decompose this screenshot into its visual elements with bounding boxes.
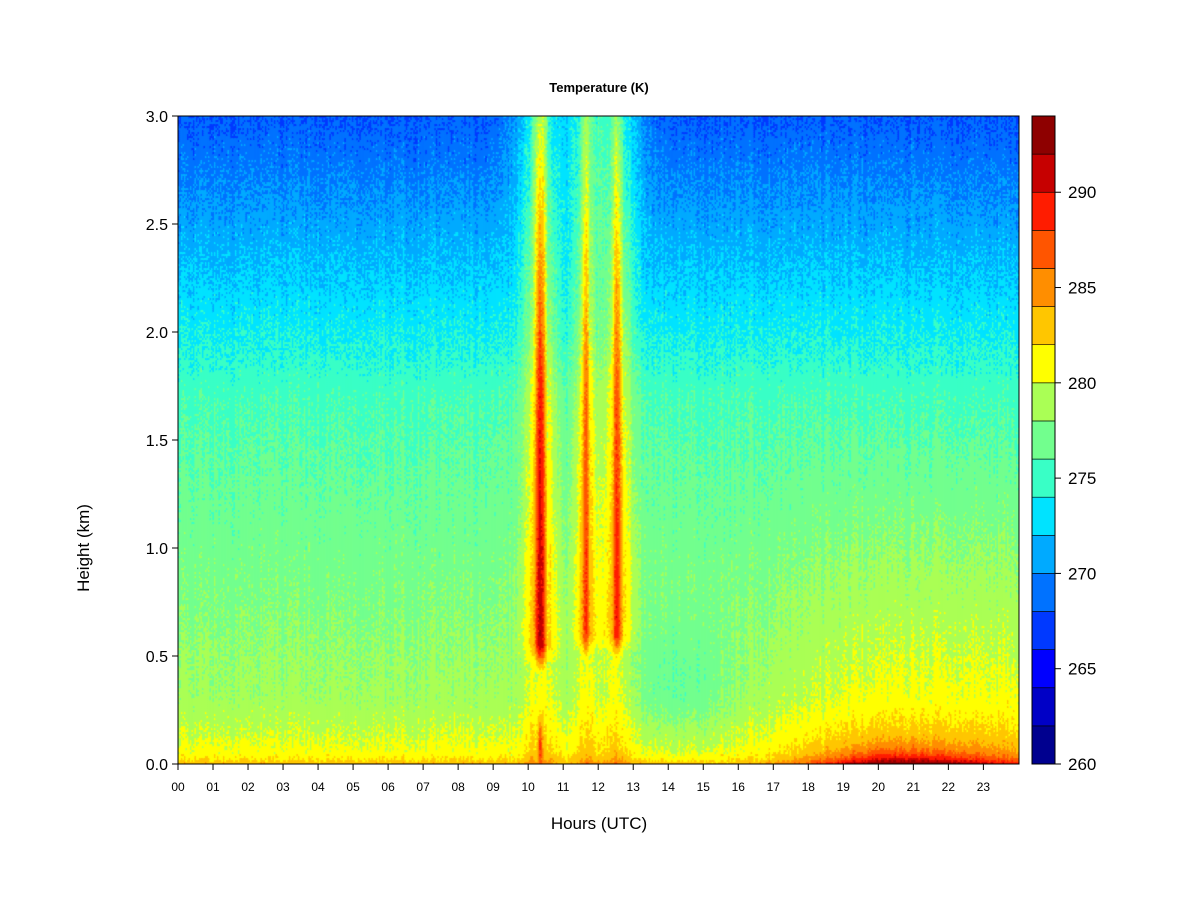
x-tick-label: 19: [837, 780, 851, 794]
colorbar-level: [1031, 268, 1056, 307]
colorbar-tick-label: 275: [1068, 469, 1096, 488]
x-tick-label: 09: [486, 780, 500, 794]
x-axis: 00 01 02 03 04 05 06 07 08 09 10 11 12 13 14 15 16 17 18 19…: [171, 764, 990, 794]
y-tick-label: 0.0: [146, 757, 168, 774]
colorbar-level: [1031, 534, 1056, 574]
colorbar-level: [1031, 382, 1056, 422]
x-tick-label: 20: [872, 780, 886, 794]
y-tick-label: 0.5: [146, 649, 168, 666]
colorbar-level: [1031, 611, 1056, 650]
x-tick-label: 21: [907, 780, 921, 794]
colorbar-level: [1031, 458, 1056, 498]
y-tick-label: 1.0: [146, 541, 168, 558]
colorbar-level: [1031, 725, 1056, 765]
x-tick-label: 18: [802, 780, 816, 794]
x-tick-label: 11: [557, 780, 570, 794]
x-tick-label: 15: [697, 780, 711, 794]
colorbar-tick-label: 280: [1068, 374, 1096, 393]
x-axis-label: Hours (UTC): [551, 814, 647, 833]
x-tick-label: 00: [171, 780, 185, 794]
y-tick-label: 2.5: [146, 217, 168, 234]
x-tick-label: 07: [416, 780, 430, 794]
colorbar-level: [1031, 115, 1056, 155]
colorbar-tick-label: 265: [1068, 660, 1096, 679]
x-tick-label: 16: [732, 780, 746, 794]
y-tick-label: 1.5: [146, 433, 168, 450]
colorbar-level: [1031, 496, 1056, 536]
y-axis: 0.0 0.5 1.0 1.5 2.0 2.5 3.0: [146, 109, 178, 774]
plot-area: [178, 116, 1019, 764]
y-tick-label: 2.0: [146, 325, 168, 342]
colorbar-tick-label: 270: [1068, 564, 1096, 583]
heatmap-field: [178, 116, 1019, 764]
x-tick-label: 17: [767, 780, 781, 794]
colorbar-frame: [1031, 115, 1056, 765]
colorbar-level: [1031, 191, 1056, 231]
colorbar-level: [1031, 344, 1056, 384]
x-tick-label: 23: [977, 780, 991, 794]
x-tick-label: 08: [451, 780, 465, 794]
x-tick-label: 14: [662, 780, 676, 794]
x-tick-label: 13: [627, 780, 641, 794]
colorbar-tick-label: 260: [1068, 755, 1096, 774]
colorbar-level: [1031, 420, 1056, 460]
x-tick-label: 06: [381, 780, 395, 794]
x-tick-label: 05: [346, 780, 360, 794]
colorbar-tick-label: 290: [1068, 183, 1096, 202]
x-tick-label: 02: [241, 780, 255, 794]
colorbar: 260 265 270 275 280 285 290: [1031, 115, 1096, 774]
x-tick-label: 04: [311, 780, 325, 794]
x-tick-label: 03: [276, 780, 290, 794]
x-tick-label: 12: [592, 780, 606, 794]
colorbar-level: [1031, 649, 1056, 689]
colorbar-level: [1031, 573, 1056, 612]
y-axis-label: Height (km): [74, 504, 93, 592]
colorbar-level: [1031, 306, 1056, 346]
colorbar-tick-label: 285: [1068, 279, 1096, 298]
y-tick-label: 3.0: [146, 109, 168, 126]
x-tick-label: 22: [942, 780, 956, 794]
chart-title: Temperature (K): [549, 80, 648, 95]
x-tick-label: 01: [206, 780, 220, 794]
colorbar-level: [1031, 230, 1056, 269]
x-tick-label: 10: [521, 780, 535, 794]
colorbar-level: [1031, 687, 1056, 727]
colorbar-level: [1031, 153, 1056, 193]
